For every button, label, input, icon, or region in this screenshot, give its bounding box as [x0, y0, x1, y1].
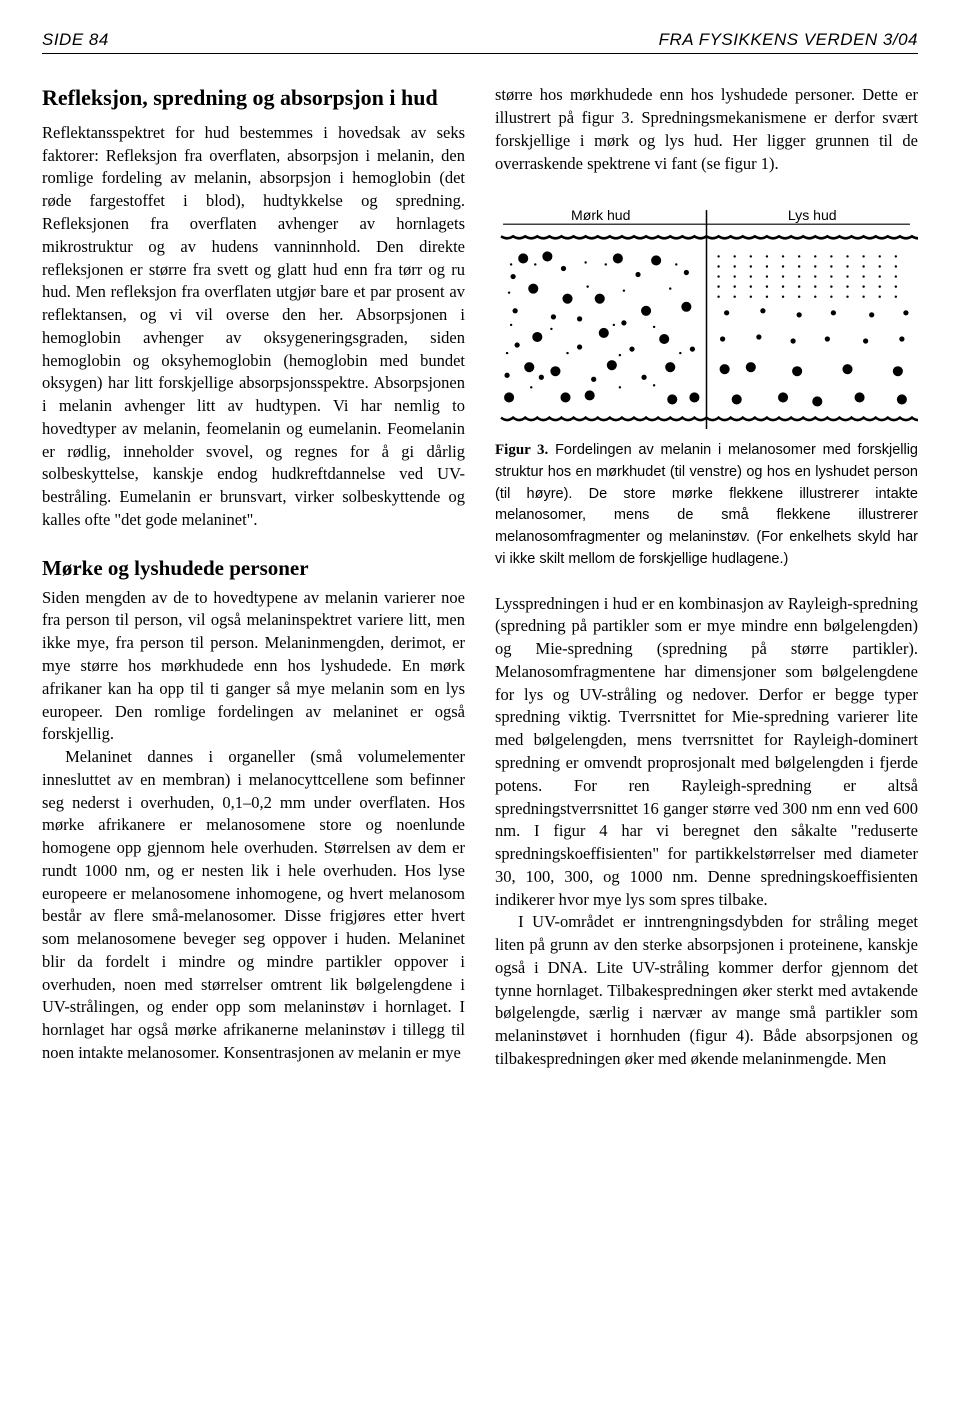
svg-text:Lys hud: Lys hud	[788, 207, 837, 223]
figure-3-label: Figur 3.	[495, 442, 548, 458]
body-paragraph: Melaninet dannes i organeller (små volum…	[42, 746, 465, 1065]
figure-3-caption-text: Fordelingen av melanin i melanosomer med…	[495, 442, 918, 567]
svg-text:Mørk hud: Mørk hud	[571, 207, 630, 223]
left-column: Refleksjon, spredning og absorpsjon i hu…	[42, 84, 465, 1070]
page-header: SIDE 84 FRA FYSIKKENS VERDEN 3/04	[42, 28, 918, 54]
figure-3: Mørk hud Lys hud Figur 3. Fordelingen av …	[495, 198, 918, 571]
body-paragraph: Reflektansspektret for hud bestemmes i h…	[42, 122, 465, 532]
figure-3-caption: Figur 3. Fordelingen av melanin i melano…	[495, 439, 918, 571]
journal-title-right: FRA FYSIKKENS VERDEN 3/04	[659, 28, 918, 51]
body-paragraph: Lysspredningen i hud er en kombinasjon a…	[495, 593, 918, 912]
figure-3-diagram: Mørk hud Lys hud	[495, 198, 918, 430]
section-heading-morke: Mørke og lyshudede personer	[42, 554, 465, 583]
section-heading-refleksjon: Refleksjon, spredning og absorpsjon i hu…	[42, 84, 465, 112]
body-paragraph: større hos mørkhudede enn hos lyshudede …	[495, 84, 918, 175]
page-number-left: SIDE 84	[42, 28, 109, 51]
right-column: større hos mørkhudede enn hos lyshudede …	[495, 84, 918, 1070]
body-paragraph: Siden mengden av de to hovedtypene av me…	[42, 587, 465, 746]
body-paragraph: I UV-området er inntrengningsdybden for …	[495, 911, 918, 1070]
two-column-layout: Refleksjon, spredning og absorpsjon i hu…	[42, 84, 918, 1070]
